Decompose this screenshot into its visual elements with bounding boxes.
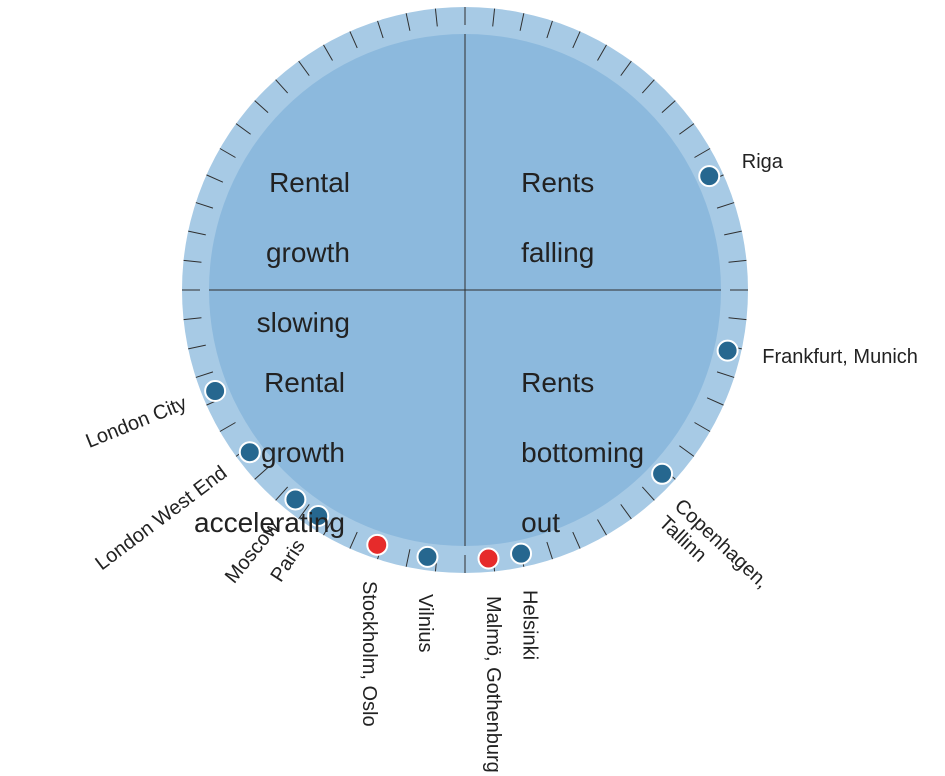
- city-marker: [367, 535, 387, 555]
- city-label: Stockholm, Oslo: [357, 581, 380, 727]
- q-tl-1: Rental: [269, 167, 350, 198]
- q-br-1: Rents: [521, 367, 594, 398]
- city-label: Frankfurt, Munich: [762, 346, 918, 369]
- q-tl-2: growth: [266, 237, 350, 268]
- clock-svg: [0, 0, 945, 776]
- q-br-2: bottoming: [521, 437, 644, 468]
- q-tr-1: Rents: [521, 167, 594, 198]
- city-label: Helsinki: [518, 590, 541, 660]
- q-bl-2: growth: [261, 437, 345, 468]
- city-marker: [718, 341, 738, 361]
- q-tr-2: falling: [521, 237, 594, 268]
- city-label: Riga: [742, 151, 783, 174]
- q-br-3: out: [521, 507, 560, 538]
- property-clock: Rental growth slowing Rents falling Rent…: [0, 0, 945, 776]
- quadrant-bottom-right: Rents bottoming out: [490, 330, 644, 575]
- city-label: Vilnius: [413, 594, 436, 653]
- city-label: Malmö, Gothenburg: [481, 596, 504, 773]
- q-bl-1: Rental: [264, 367, 345, 398]
- city-marker: [652, 464, 672, 484]
- city-marker: [699, 166, 719, 186]
- city-marker: [417, 547, 437, 567]
